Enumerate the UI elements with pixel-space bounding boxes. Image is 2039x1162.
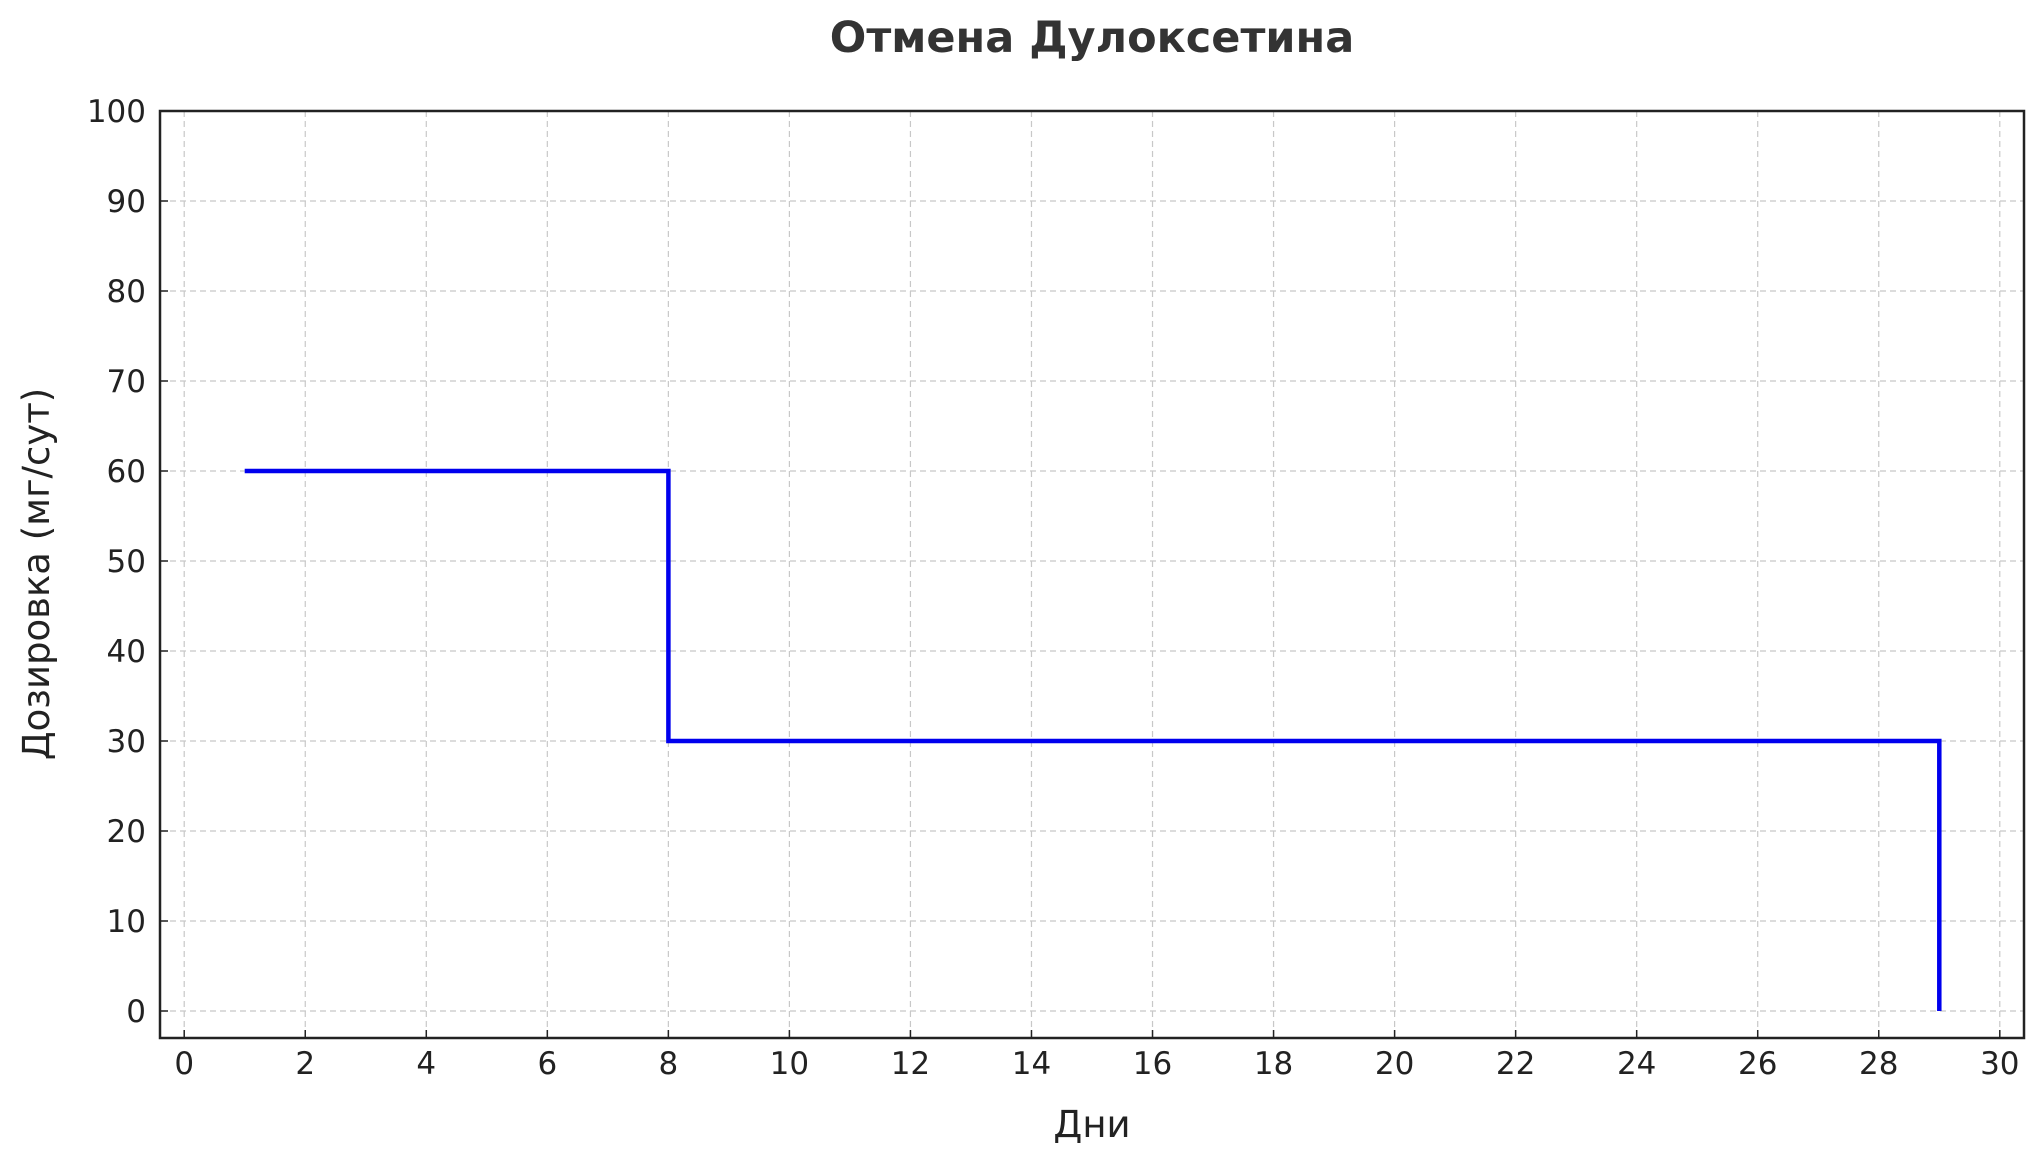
y-tick-label: 50 bbox=[107, 544, 146, 580]
x-tick-label: 22 bbox=[1496, 1046, 1535, 1082]
y-tick-label: 40 bbox=[107, 634, 146, 670]
chart-title: Отмена Дулоксетина bbox=[830, 13, 1354, 63]
x-tick-label: 6 bbox=[537, 1046, 557, 1082]
y-tick-label: 80 bbox=[107, 274, 146, 310]
y-axis-title: Дозировка (мг/сут) bbox=[15, 388, 58, 760]
x-tick-label: 20 bbox=[1375, 1046, 1414, 1082]
y-tick-label: 0 bbox=[126, 994, 146, 1030]
x-tick-label: 14 bbox=[1012, 1046, 1051, 1082]
x-tick-label: 18 bbox=[1254, 1046, 1293, 1082]
x-tick-label: 24 bbox=[1617, 1046, 1656, 1082]
x-tick-label: 10 bbox=[770, 1046, 809, 1082]
y-axis-ticks: 0 10 20 30 40 50 60 70 80 90 100 bbox=[87, 94, 168, 1030]
x-tick-label: 28 bbox=[1859, 1046, 1898, 1082]
series-line bbox=[244, 468, 1942, 1011]
x-tick-label: 26 bbox=[1738, 1046, 1777, 1082]
x-tick-label: 2 bbox=[295, 1046, 315, 1082]
y-tick-label: 30 bbox=[107, 724, 146, 760]
x-tick-label: 0 bbox=[174, 1046, 194, 1082]
x-axis-title: Дни bbox=[1053, 1103, 1130, 1146]
series-layer bbox=[244, 468, 1942, 1011]
plot-frame bbox=[158, 109, 2026, 1040]
x-axis-ticks: 0 2 4 6 8 10 12 14 16 18 20 22 24 26 28 30 bbox=[174, 1030, 2020, 1082]
y-tick-label: 100 bbox=[87, 94, 146, 130]
grid bbox=[160, 110, 2024, 1038]
x-tick-label: 12 bbox=[891, 1046, 930, 1082]
y-tick-label: 90 bbox=[107, 184, 146, 220]
y-tick-label: 20 bbox=[107, 814, 146, 850]
y-tick-label: 70 bbox=[107, 364, 146, 400]
x-tick-label: 16 bbox=[1133, 1046, 1172, 1082]
x-tick-label: 30 bbox=[1980, 1046, 2019, 1082]
x-tick-label: 8 bbox=[658, 1046, 678, 1082]
y-tick-label: 60 bbox=[107, 454, 146, 490]
y-tick-label: 10 bbox=[107, 904, 146, 940]
x-tick-label: 4 bbox=[416, 1046, 436, 1082]
